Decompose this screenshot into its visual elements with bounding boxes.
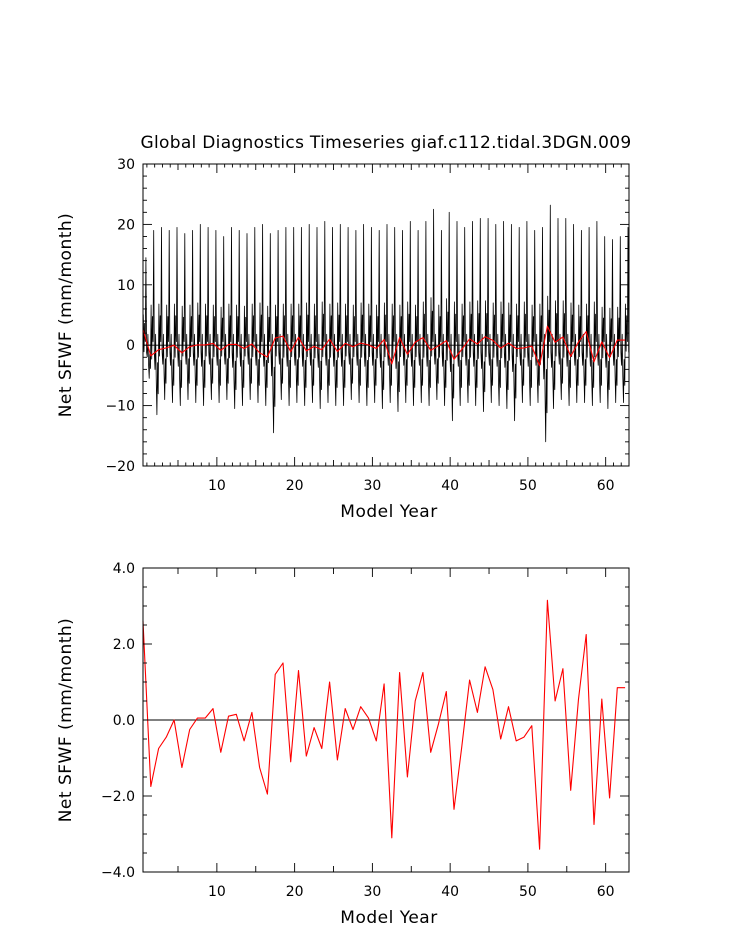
x-tick-label: 40	[441, 884, 459, 900]
x-tick-label: 60	[597, 884, 615, 900]
y-axis-title: Net SFWF (mm/month)	[56, 213, 76, 418]
x-tick-label: 60	[597, 478, 615, 494]
x-tick-label: 50	[519, 884, 537, 900]
annual-mean-series-line	[142, 599, 626, 850]
figure-title: Global Diagnostics Timeseries giaf.c112.…	[141, 133, 632, 153]
plot-frame	[142, 163, 630, 467]
monthly-series-line	[142, 204, 630, 443]
bottom-panel: 10 20 30 40 50 60 −4.0 −2.0 0.0 2.0 4.0 Model Year N…	[56, 561, 630, 928]
x-tick-label: 10	[208, 478, 226, 494]
y-tick-label: −2.0	[101, 789, 135, 805]
y-axis-title: Net SFWF (mm/month)	[56, 618, 76, 823]
annual-mean-series-line	[142, 325, 626, 367]
y-tick-label: −20	[105, 459, 135, 475]
y-tick-label: 4.0	[113, 561, 135, 577]
x-tick-label: 30	[363, 884, 381, 900]
x-tick-label: 40	[441, 478, 459, 494]
x-tick-label: 50	[519, 478, 537, 494]
y-tick-label: 10	[117, 278, 135, 294]
top-panel: 10 20 30 40 50 60 −20 −10 0 10 20 30 Model Year Net S…	[56, 157, 630, 522]
y-tick-label: 0	[126, 338, 135, 354]
x-axis-title: Model Year	[340, 908, 437, 928]
x-tick-label: 30	[363, 478, 381, 494]
y-tick-label: 20	[117, 217, 135, 233]
y-tick-label: −4.0	[101, 865, 135, 881]
y-tick-label: 2.0	[113, 637, 135, 653]
y-tick-label: 0.0	[113, 713, 135, 729]
x-axis-title: Model Year	[340, 502, 437, 522]
x-tick-label: 20	[286, 478, 304, 494]
x-tick-label: 10	[208, 884, 226, 900]
y-tick-label: −10	[105, 399, 135, 415]
x-tick-label: 20	[286, 884, 304, 900]
y-tick-label: 30	[117, 157, 135, 173]
